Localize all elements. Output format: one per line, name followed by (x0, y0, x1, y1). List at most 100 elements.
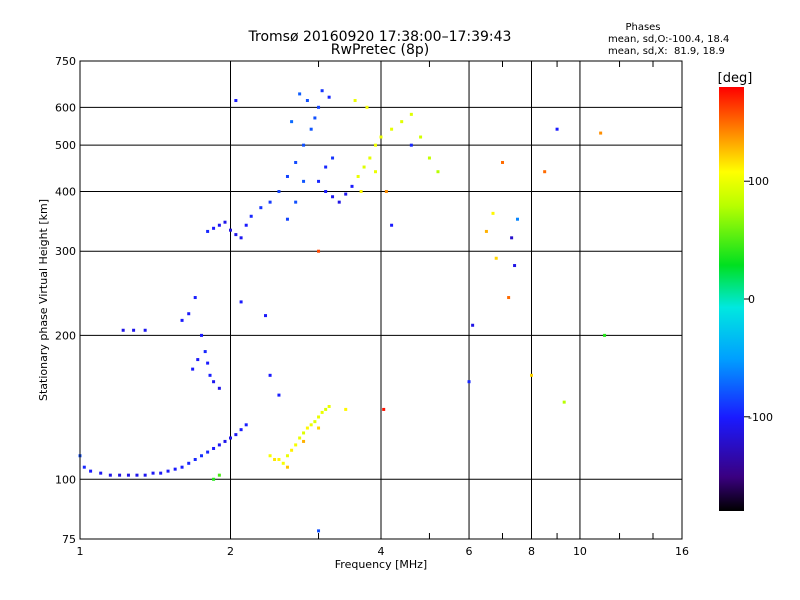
data-point (159, 471, 163, 475)
data-point (543, 170, 547, 174)
colorbar-ticks: 100 0 -100 (744, 175, 773, 424)
data-point (365, 105, 369, 109)
data-point (126, 473, 130, 477)
data-point (217, 223, 221, 227)
y-tick-label: 750 (55, 55, 76, 68)
data-point (203, 350, 207, 354)
data-point (99, 471, 103, 475)
x-tick-labels: 1 2 4 6 8 10 16 (77, 545, 690, 558)
data-point (359, 189, 363, 193)
data-point (320, 89, 324, 93)
data-point (302, 179, 306, 183)
data-point (324, 165, 328, 169)
data-point (173, 467, 177, 471)
data-point (244, 223, 248, 227)
data-point (313, 116, 317, 120)
data-point (302, 143, 306, 147)
data-point (327, 404, 331, 408)
data-point (353, 99, 357, 103)
data-point (317, 105, 321, 109)
data-point (268, 200, 272, 204)
data-point (294, 443, 298, 447)
data-point (187, 461, 191, 465)
data-point (200, 333, 204, 337)
data-point (374, 143, 378, 147)
data-point (515, 217, 519, 221)
chart-title: Tromsø 20160920 17:38:00–17:39:43 (248, 29, 512, 45)
data-point (217, 386, 221, 390)
data-point (419, 135, 423, 139)
data-point (317, 529, 321, 533)
data-point (206, 361, 210, 365)
data-point (305, 426, 309, 430)
y-tick-label: 300 (55, 245, 76, 258)
data-point (327, 95, 331, 99)
data-point (350, 184, 354, 188)
horizontal-gridlines (80, 106, 682, 480)
data-point (223, 220, 227, 224)
data-point (187, 312, 191, 316)
data-point (264, 314, 268, 318)
data-point (268, 454, 272, 458)
data-point (384, 189, 388, 193)
data-point (281, 461, 285, 465)
data-point (132, 328, 136, 332)
data-point (206, 450, 210, 454)
colorbar-label: [deg] (718, 71, 753, 86)
data-point (317, 179, 321, 183)
colorbar-gradient (719, 87, 744, 511)
data-point (320, 410, 324, 414)
data-point (234, 433, 238, 437)
data-point (212, 380, 216, 384)
data-point (217, 473, 221, 477)
data-point (507, 296, 511, 300)
colorbar-tick-label: -100 (748, 411, 773, 424)
data-point (471, 323, 475, 327)
data-point (285, 217, 289, 221)
data-point (273, 457, 277, 461)
data-point (285, 454, 289, 458)
data-point (298, 436, 302, 440)
data-point (484, 229, 488, 233)
data-point (337, 200, 341, 204)
x-tick-label: 4 (378, 545, 385, 558)
data-point (400, 120, 404, 124)
data-point (317, 249, 321, 253)
y-axis-label: Stationary phase Virtual Height [km] (37, 199, 50, 401)
data-point (603, 333, 607, 337)
data-point (259, 206, 263, 210)
data-point (143, 473, 147, 477)
data-point (356, 174, 360, 178)
y-tick-label: 75 (62, 533, 76, 546)
data-point (562, 400, 566, 404)
data-point (166, 469, 170, 473)
vertical-gridlines (230, 61, 654, 539)
data-point (191, 367, 195, 371)
data-point (249, 214, 253, 218)
data-point (302, 431, 306, 435)
stats-x-mode: mean, sd,X: 81.9, 18.9 (608, 46, 725, 57)
data-point (206, 229, 210, 233)
data-point (501, 160, 505, 164)
data-point (223, 439, 227, 443)
data-point (317, 426, 321, 430)
data-point (317, 415, 321, 419)
data-point (436, 170, 440, 174)
x-axis-label: Frequency [MHz] (335, 558, 427, 571)
data-point (390, 127, 394, 131)
chart-subtitle: RwPretec (8p) (331, 42, 429, 58)
data-point (467, 380, 471, 384)
data-point (298, 92, 302, 96)
data-point (118, 473, 122, 477)
data-point (121, 328, 125, 332)
data-point (239, 236, 243, 240)
data-point (82, 465, 86, 469)
data-point (491, 211, 495, 215)
data-point (108, 473, 112, 477)
colorbar-tick-label: 100 (748, 175, 769, 188)
data-point (151, 471, 155, 475)
data-point (212, 446, 216, 450)
data-point (290, 448, 294, 452)
data-point (200, 454, 204, 458)
